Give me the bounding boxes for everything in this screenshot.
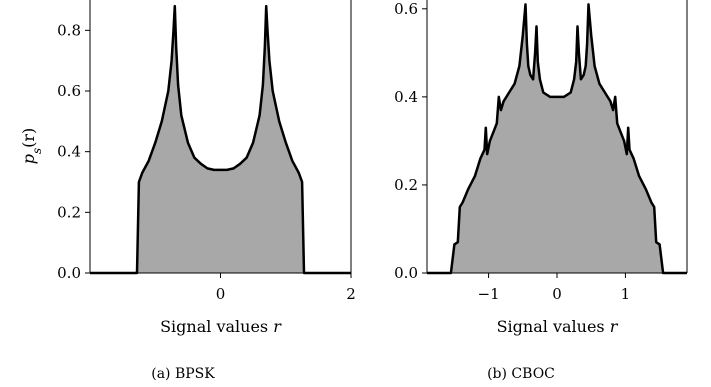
y-tick-label: 0.8 [57, 21, 81, 39]
density-line [427, 3, 687, 275]
y-tick-label: 0.6 [57, 82, 81, 100]
y-tick-label: 0.4 [57, 143, 81, 161]
x-tick-label: 0 [552, 285, 562, 303]
y-tick-label: 0.6 [394, 0, 418, 18]
y-tick-label: 0.4 [394, 88, 418, 106]
panel-caption: (b) CBOC [487, 366, 555, 382]
y-axis-label: ps(r) [19, 128, 44, 165]
density-line [90, 4, 351, 275]
x-tick-label: 0 [216, 285, 226, 303]
y-tick-label: 0.2 [394, 176, 418, 194]
density-fill [90, 6, 351, 273]
x-axis-label: Signal values r [497, 317, 619, 336]
x-tick-label: −1 [478, 285, 500, 303]
x-tick-label: 2 [346, 285, 356, 303]
panel-bpsk: 0.0 0.2 0.4 0.6 0.8 0 2 Signal values r (a) BPSK [57, 0, 356, 382]
density-fill [427, 4, 687, 274]
y-tick-label: 0.0 [57, 264, 81, 282]
panel-caption: (a) BPSK [151, 366, 215, 382]
x-tick-label: 1 [621, 285, 631, 303]
y-tick-label: 0.2 [57, 203, 81, 221]
x-axis-label: Signal values r [160, 317, 282, 336]
y-tick-label: 0.0 [394, 264, 418, 282]
